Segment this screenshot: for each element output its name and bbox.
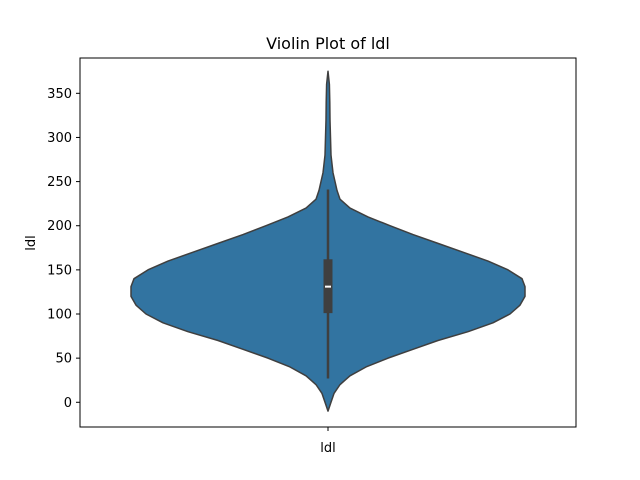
y-tick-label: 0 [64, 396, 72, 411]
plot-area: 0 50 100 150 200 250 300 350 ldl [47, 70, 526, 456]
plot-frame [79, 57, 577, 428]
y-tick-label: 200 [47, 219, 72, 234]
y-tick-label: 100 [47, 308, 72, 323]
y-axis-label: ldl [24, 235, 39, 250]
y-tick-label: 350 [47, 87, 72, 102]
y-tick-label: 150 [47, 263, 72, 278]
chart-title: Violin Plot of ldl [266, 34, 390, 53]
y-tick-label: 250 [47, 175, 72, 190]
x-tick-label: ldl [320, 441, 335, 456]
y-tick-label: 50 [55, 352, 72, 367]
y-tick-label: 300 [47, 131, 72, 146]
